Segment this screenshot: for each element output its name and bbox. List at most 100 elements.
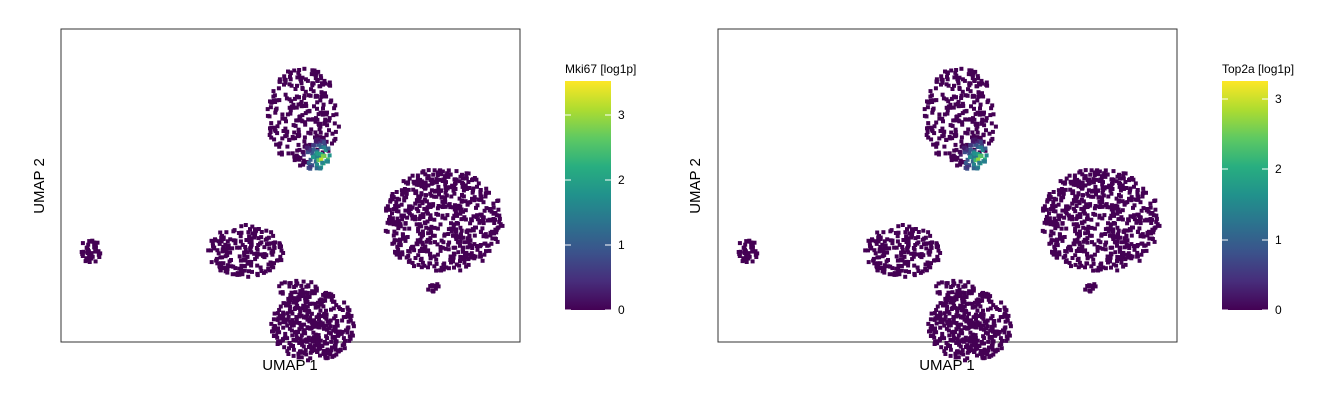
cell-point xyxy=(935,254,940,259)
cell-point xyxy=(1061,195,1066,200)
cell-point xyxy=(940,303,945,308)
cell-point xyxy=(978,349,983,353)
cell-point xyxy=(306,309,311,313)
cell-point xyxy=(943,314,948,319)
cell-point xyxy=(960,348,965,353)
cell-point xyxy=(391,222,396,227)
colorbar-tick-label: 1 xyxy=(1275,233,1282,247)
cell-point xyxy=(1105,254,1110,259)
cell-point xyxy=(468,238,473,243)
cell-point xyxy=(1086,224,1091,229)
colorbar-ticks: 0 1 2 3 xyxy=(565,108,625,317)
cell-point xyxy=(1117,181,1122,185)
cell-point xyxy=(1072,242,1077,247)
cell-point xyxy=(935,313,940,318)
cell-points xyxy=(79,66,505,363)
cell-point xyxy=(299,333,304,338)
cell-point xyxy=(1059,235,1063,240)
cell-point xyxy=(320,344,325,349)
cell-point xyxy=(915,252,920,257)
cell-point xyxy=(959,135,964,140)
cell-point xyxy=(291,123,296,128)
cell-point xyxy=(327,326,332,331)
cell-point xyxy=(1049,229,1054,234)
cell-point xyxy=(277,151,282,156)
cell-point xyxy=(1090,286,1095,291)
cell-point xyxy=(963,283,968,288)
cell-point xyxy=(213,237,217,242)
cell-point xyxy=(1067,216,1072,221)
cell-point xyxy=(299,99,304,104)
cell-point xyxy=(435,173,440,178)
cell-point xyxy=(895,239,900,244)
cell-point xyxy=(497,216,502,221)
cell-point xyxy=(316,158,321,163)
cell-point xyxy=(439,268,444,273)
cell-point xyxy=(959,304,963,309)
cell-point xyxy=(906,250,911,255)
cell-point xyxy=(313,284,318,289)
cell-point xyxy=(307,301,312,306)
cell-point xyxy=(1144,248,1149,253)
cell-point xyxy=(416,253,421,258)
cell-point xyxy=(276,86,281,91)
cell-point xyxy=(895,234,900,239)
cell-point xyxy=(285,349,290,354)
cell-point xyxy=(1073,209,1078,214)
cell-point xyxy=(249,239,254,244)
cell-point xyxy=(989,345,994,350)
cell-point xyxy=(750,243,755,248)
cell-point xyxy=(253,230,258,235)
cell-point xyxy=(888,264,893,269)
cell-point xyxy=(440,245,445,250)
cell-point xyxy=(986,292,991,297)
cell-point xyxy=(469,255,474,260)
cell-point xyxy=(250,231,255,236)
cell-point xyxy=(453,229,458,234)
cell-point xyxy=(1086,203,1091,208)
cell-point xyxy=(984,326,989,331)
cell-point xyxy=(302,135,307,140)
cell-point xyxy=(1115,255,1120,259)
cell-point xyxy=(327,321,332,326)
cell-point xyxy=(460,184,465,189)
cell-point xyxy=(1089,264,1094,269)
cell-point xyxy=(975,166,980,171)
cell-point xyxy=(415,206,419,211)
cell-point xyxy=(315,349,320,354)
cell-point xyxy=(737,251,742,256)
cell-point xyxy=(948,123,953,128)
cell-point xyxy=(397,255,402,260)
cell-point xyxy=(872,261,877,266)
cell-point xyxy=(282,280,287,285)
cell-point xyxy=(1121,253,1126,257)
cell-point xyxy=(394,190,399,194)
cell-point xyxy=(1044,214,1049,219)
cell-point xyxy=(747,238,752,243)
cell-point xyxy=(1122,236,1127,241)
cell-point xyxy=(1051,231,1056,236)
cell-point xyxy=(967,324,972,329)
cell-point xyxy=(334,322,339,327)
cell-point xyxy=(1042,220,1047,225)
cell-point xyxy=(285,311,290,316)
cell-point xyxy=(971,156,976,161)
cell-point xyxy=(743,258,748,263)
cell-point xyxy=(277,321,282,326)
cell-point xyxy=(236,231,241,235)
cell-point xyxy=(271,233,276,238)
cell-point xyxy=(287,138,292,142)
cell-point xyxy=(950,136,955,141)
cell-point xyxy=(1058,179,1063,184)
cell-point xyxy=(346,319,351,324)
cell-point xyxy=(220,237,224,242)
cell-point xyxy=(468,221,473,226)
cell-point xyxy=(288,343,293,348)
cell-point xyxy=(1078,249,1083,253)
cell-point xyxy=(936,248,941,253)
cell-point xyxy=(286,314,291,319)
cell-point xyxy=(981,312,986,317)
cell-point xyxy=(396,219,401,223)
cell-point xyxy=(484,190,489,195)
cell-point xyxy=(960,290,965,295)
